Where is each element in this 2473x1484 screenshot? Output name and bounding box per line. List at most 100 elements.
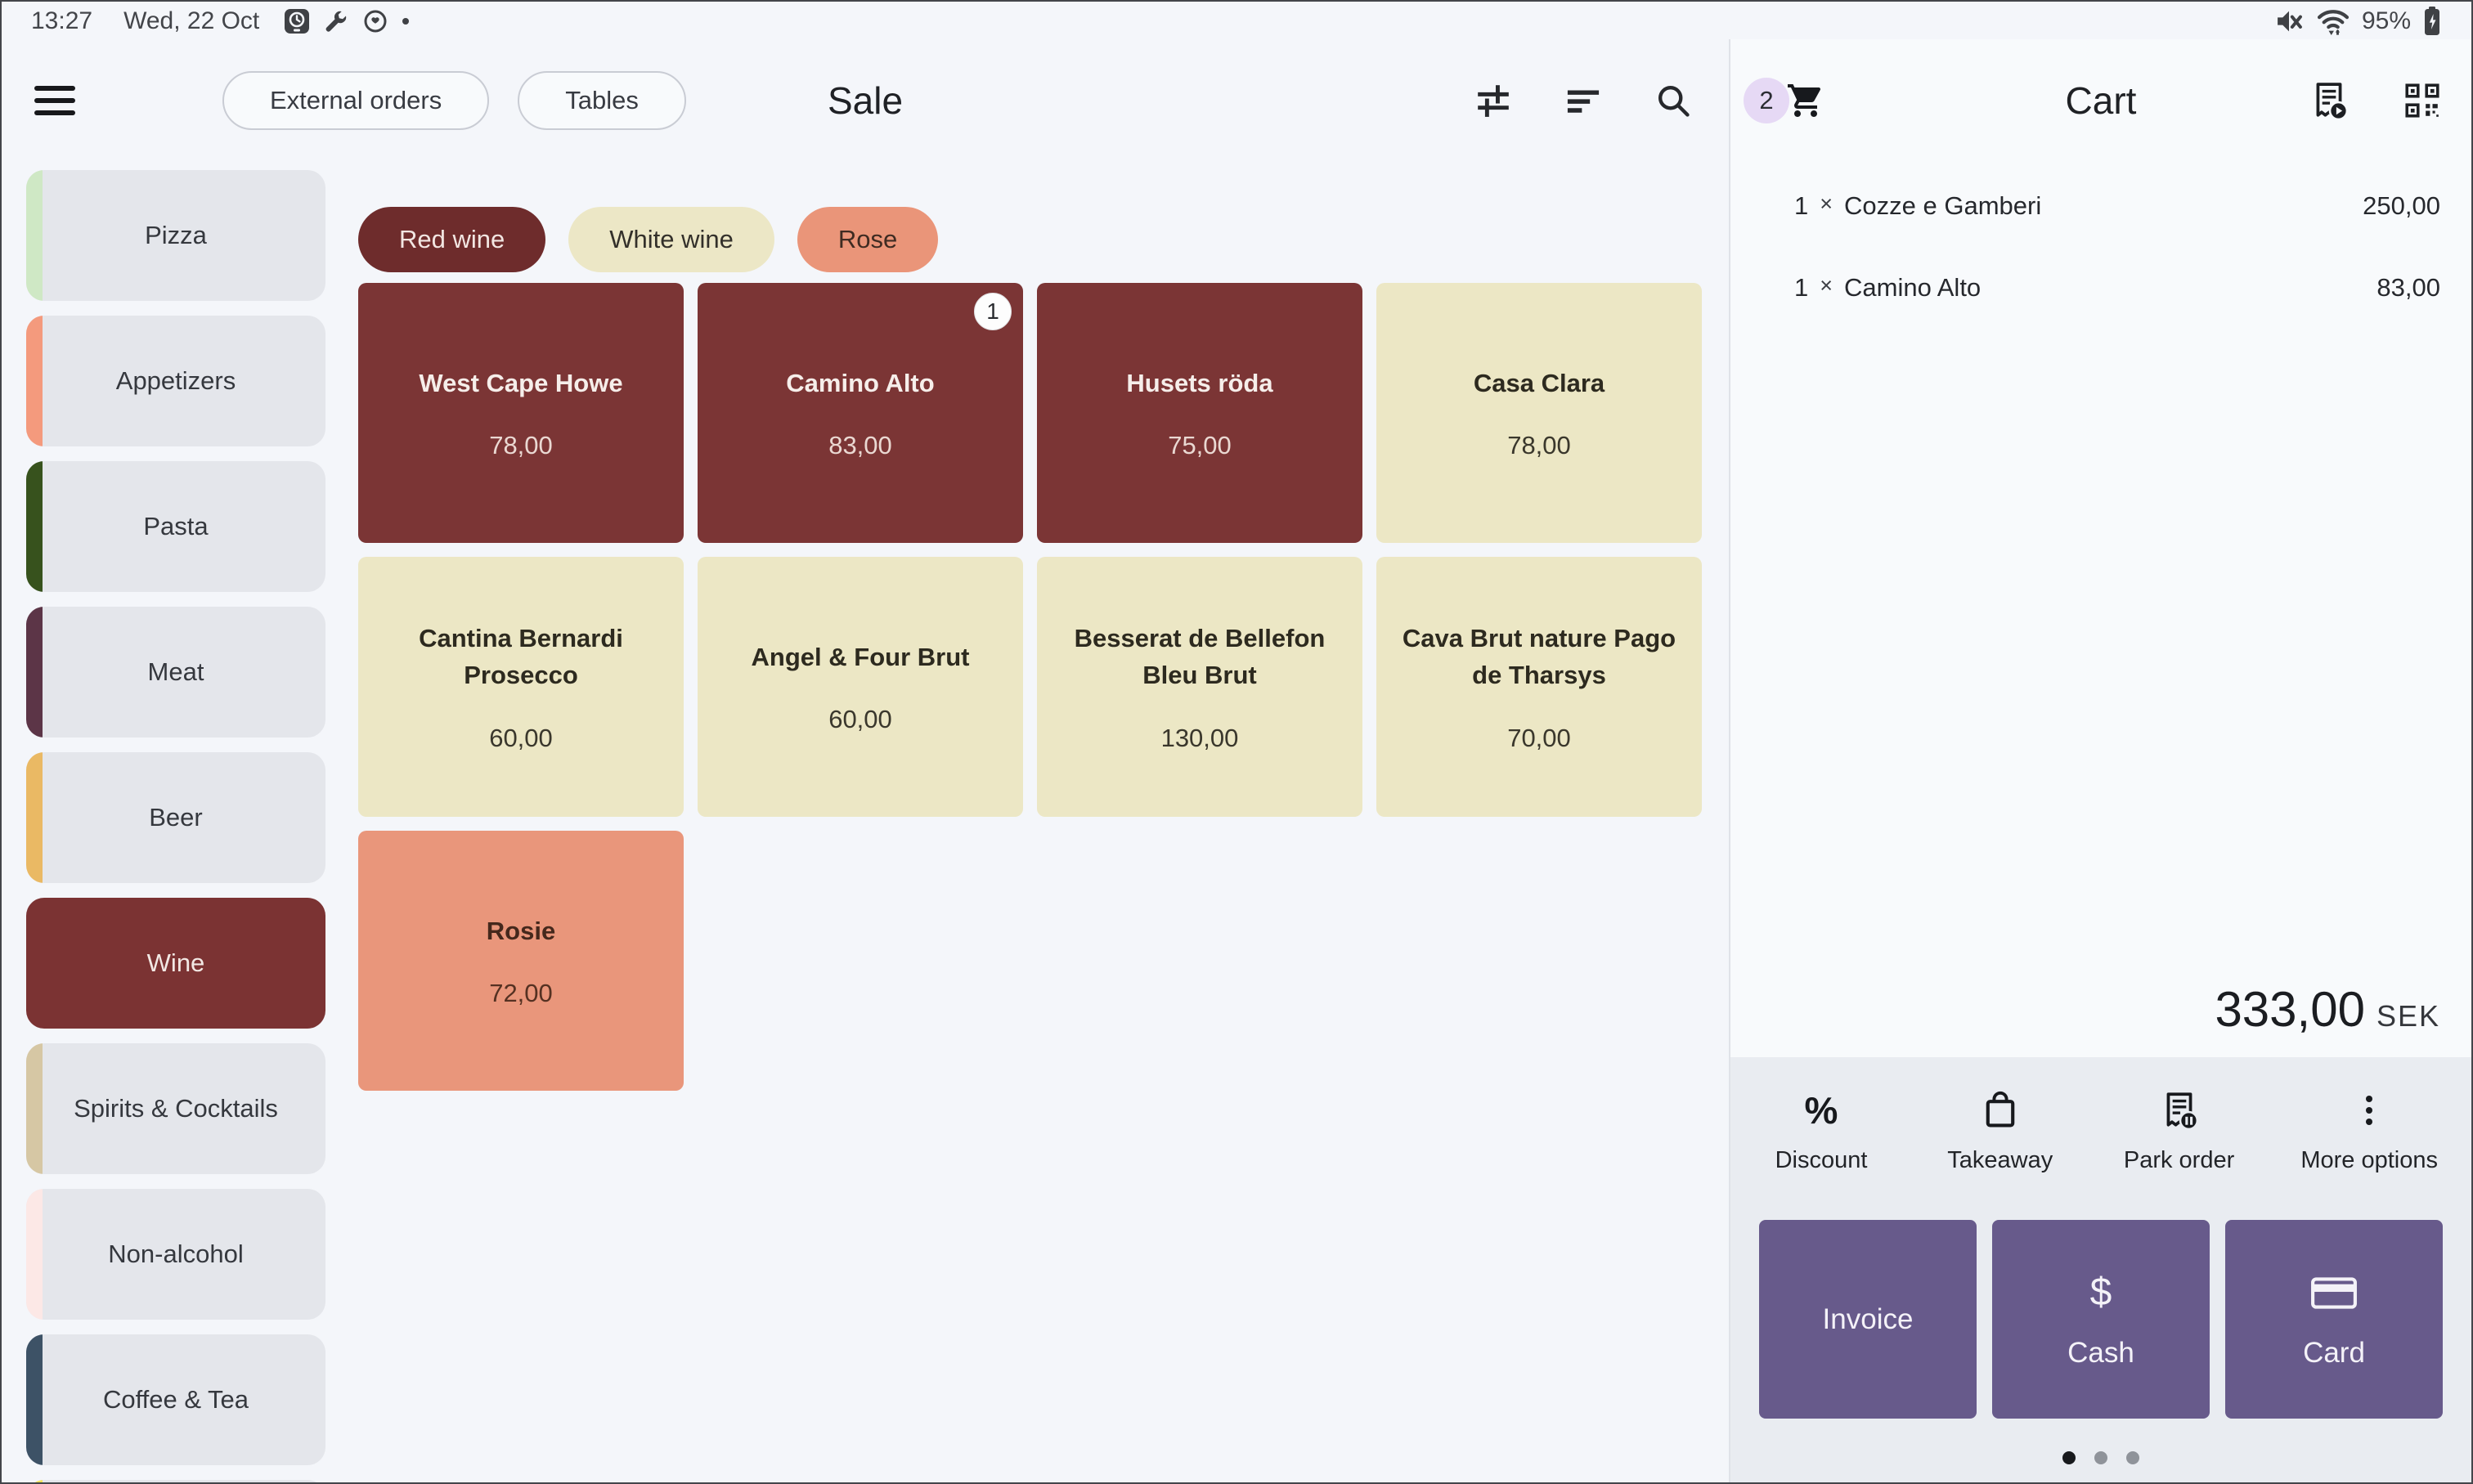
cart-item-row[interactable]: 1 × Cozze e Gamberi 250,00 xyxy=(1794,191,2440,221)
filter-chip-white-wine[interactable]: White wine xyxy=(568,207,774,272)
cart-item-price: 83,00 xyxy=(2377,273,2440,302)
cart-action-row: % Discount Takeaway Park order More options xyxy=(1759,1085,2443,1174)
sidebar-item-coffee-tea[interactable]: Coffee & Tea xyxy=(26,1334,325,1465)
action-discount[interactable]: % Discount xyxy=(1764,1090,1878,1174)
product-price: 72,00 xyxy=(489,979,553,1008)
category-label: Appetizers xyxy=(115,366,236,395)
product-price: 70,00 xyxy=(1507,723,1571,752)
product-name: Husets röda xyxy=(1126,368,1273,397)
pager-dot[interactable] xyxy=(2126,1451,2139,1464)
pay-invoice-button[interactable]: Invoice xyxy=(1759,1220,1977,1419)
category-color-stripe xyxy=(26,170,43,301)
cart-item-list: 1 × Cozze e Gamberi 250,00 1 × Camino Alto 83,0… xyxy=(1730,162,2471,303)
sidebar-item-spirits-cocktails[interactable]: Spirits & Cocktails xyxy=(26,1043,325,1174)
product-name: Besserat de Bellefon Bleu Brut xyxy=(1074,624,1326,689)
product-price: 78,00 xyxy=(489,431,553,460)
payment-label: Invoice xyxy=(1822,1302,1914,1335)
action-park-order[interactable]: Park order xyxy=(2122,1090,2237,1174)
product-name: Cava Brut nature Pago de Tharsys xyxy=(1402,624,1676,689)
category-label: Coffee & Tea xyxy=(102,1385,249,1414)
product-price: 130,00 xyxy=(1160,723,1239,752)
pager-dot[interactable] xyxy=(2062,1451,2076,1464)
sidebar-item-partial[interactable] xyxy=(26,1480,325,1482)
category-color-stripe xyxy=(26,752,43,883)
action-takeaway[interactable]: Takeaway xyxy=(1943,1090,2058,1174)
category-sidebar: Pizza Appetizers Pasta Meat Beer Wine Spirits … xyxy=(26,170,325,1482)
filter-tune-icon[interactable] xyxy=(1474,81,1513,120)
product-tile[interactable]: Cava Brut nature Pago de Tharsys 70,00 xyxy=(1376,557,1702,817)
menu-icon[interactable] xyxy=(34,86,75,115)
product-tile[interactable]: Besserat de Bellefon Bleu Brut 130,00 xyxy=(1037,557,1362,817)
tables-button[interactable]: Tables xyxy=(518,71,686,130)
cart-item-qty: 1 xyxy=(1794,273,1809,302)
wrench-icon xyxy=(323,8,349,34)
qr-scan-icon[interactable] xyxy=(2403,81,2442,120)
category-label: Non-alcohol xyxy=(108,1240,244,1268)
sidebar-item-wine[interactable]: Wine xyxy=(26,898,325,1029)
cart-count-badge[interactable]: 2 xyxy=(1744,78,1789,123)
product-price: 78,00 xyxy=(1507,431,1571,460)
sort-icon[interactable] xyxy=(1564,81,1603,120)
battery-percent: 95% xyxy=(2361,7,2411,34)
action-label: Discount xyxy=(1775,1147,1868,1173)
notification-dot xyxy=(402,17,410,25)
sale-pane: External orders Tables Sale Pizza Appet xyxy=(2,39,1729,1482)
cart-icon[interactable] xyxy=(1786,81,1825,120)
cart-panel: 2 Cart 1 × Cozze e Gamberi 250,00 1 × Camino A… xyxy=(1729,39,2471,1482)
cart-item-price: 250,00 xyxy=(2363,191,2440,220)
action-label: Takeaway xyxy=(1947,1147,2053,1173)
product-tile[interactable]: Casa Clara 78,00 xyxy=(1376,283,1702,543)
cart-header: 2 Cart xyxy=(1730,39,2471,162)
category-label: Spirits & Cocktails xyxy=(74,1094,278,1123)
sidebar-item-pizza[interactable]: Pizza xyxy=(26,170,325,301)
pay-card-button[interactable]: Card xyxy=(2225,1220,2443,1419)
cart-title: Cart xyxy=(2065,79,2137,122)
product-name: Angel & Four Brut xyxy=(751,642,970,671)
pager-dot[interactable] xyxy=(2094,1451,2107,1464)
bag-icon xyxy=(1981,1090,2020,1131)
total-amount: 333,00 xyxy=(2215,982,2365,1037)
cart-item-name: Cozze e Gamberi xyxy=(1844,191,2042,220)
category-color-stripe xyxy=(26,1480,43,1482)
battery-icon xyxy=(2422,7,2442,36)
category-label: Meat xyxy=(147,657,204,686)
filter-chip-red-wine[interactable]: Red wine xyxy=(358,207,546,272)
sidebar-item-non-alcohol[interactable]: Non-alcohol xyxy=(26,1189,325,1320)
product-tile[interactable]: Rosie 72,00 xyxy=(358,831,684,1091)
mute-icon xyxy=(2273,7,2305,35)
dollar-icon: $ xyxy=(2089,1270,2112,1314)
payment-label: Card xyxy=(2303,1336,2365,1369)
product-name: Casa Clara xyxy=(1473,368,1605,397)
pay-cash-button[interactable]: $ Cash xyxy=(1992,1220,2210,1419)
product-area: Red wine White wine Rose West Cape Howe 78,… xyxy=(325,170,1729,1482)
product-tile[interactable]: Cantina Bernardi Prosecco 60,00 xyxy=(358,557,684,817)
status-date: Wed, 22 Oct xyxy=(123,7,260,34)
page-title: Sale xyxy=(827,79,904,122)
category-color-stripe xyxy=(26,461,43,592)
sidebar-item-beer[interactable]: Beer xyxy=(26,752,325,883)
category-color-stripe xyxy=(26,607,43,738)
product-name: Rosie xyxy=(486,916,556,945)
product-tile[interactable]: Husets röda 75,00 xyxy=(1037,283,1362,543)
product-tile[interactable]: Angel & Four Brut 60,00 xyxy=(698,557,1023,817)
action-more-options[interactable]: More options xyxy=(2300,1090,2438,1174)
external-orders-button[interactable]: External orders xyxy=(222,71,490,130)
open-receipts-icon[interactable] xyxy=(2309,81,2349,121)
cart-item-row[interactable]: 1 × Camino Alto 83,00 xyxy=(1794,273,2440,303)
filter-chip-rose[interactable]: Rose xyxy=(797,207,939,272)
screenshot-app-icon xyxy=(284,8,310,34)
cart-total-row: 333,00 SEK xyxy=(1730,981,2471,1057)
sidebar-item-pasta[interactable]: Pasta xyxy=(26,461,325,592)
category-label: Pizza xyxy=(145,221,207,249)
product-tile[interactable]: Camino Alto 83,00 1 xyxy=(698,283,1023,543)
product-tile[interactable]: West Cape Howe 78,00 xyxy=(358,283,684,543)
category-label: Wine xyxy=(146,948,205,977)
category-color-stripe xyxy=(26,316,43,446)
product-grid: West Cape Howe 78,00 Camino Alto 83,00 1 Huse… xyxy=(358,283,1729,1091)
total-currency: SEK xyxy=(2376,999,2440,1033)
sidebar-item-meat[interactable]: Meat xyxy=(26,607,325,738)
payment-label: Cash xyxy=(2067,1336,2134,1369)
search-icon[interactable] xyxy=(1654,81,1693,120)
sidebar-item-appetizers[interactable]: Appetizers xyxy=(26,316,325,446)
